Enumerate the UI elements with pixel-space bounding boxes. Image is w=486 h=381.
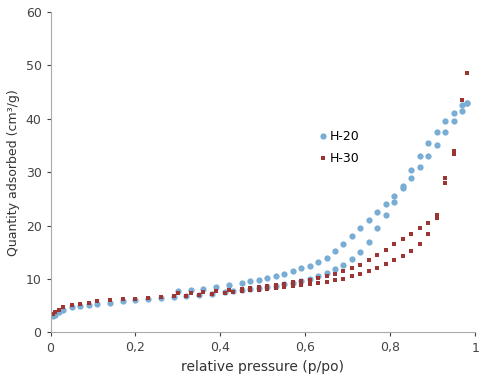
H-30	[383, 262, 389, 266]
H-20	[196, 293, 202, 297]
H-30	[86, 300, 92, 305]
H-20	[133, 298, 139, 303]
X-axis label: relative pressure (p/po): relative pressure (p/po)	[181, 360, 344, 374]
H-20	[171, 295, 176, 299]
H-20	[341, 263, 347, 267]
H-30	[247, 288, 253, 293]
H-20	[107, 300, 113, 305]
H-30	[434, 215, 440, 220]
H-30	[315, 280, 321, 285]
H-20	[50, 314, 55, 319]
H-20	[332, 267, 338, 272]
H-20	[383, 213, 389, 217]
H-30	[400, 254, 406, 258]
H-20	[247, 287, 253, 291]
H-30	[184, 293, 190, 298]
H-30	[158, 295, 164, 299]
H-30	[230, 290, 236, 295]
H-30	[256, 287, 261, 292]
H-20	[230, 289, 236, 294]
H-30	[281, 285, 287, 289]
H-30	[94, 299, 100, 304]
H-20	[366, 239, 372, 244]
H-30	[324, 279, 330, 284]
H-30	[77, 301, 83, 306]
H-20	[400, 183, 406, 188]
H-30	[264, 287, 270, 291]
H-30	[358, 271, 364, 276]
H-30	[307, 282, 312, 286]
H-30	[52, 310, 58, 314]
H-30	[341, 276, 347, 281]
H-20	[434, 130, 440, 134]
H-30	[298, 283, 304, 287]
H-20	[209, 292, 215, 296]
H-20	[256, 286, 261, 290]
H-30	[171, 294, 176, 298]
H-30	[239, 289, 244, 294]
H-20	[56, 310, 62, 314]
H-30	[107, 298, 113, 303]
H-20	[324, 271, 330, 275]
Line: H-20: H-20	[50, 100, 470, 320]
Line: H-30: H-30	[50, 71, 469, 316]
H-30	[375, 266, 381, 270]
H-20	[315, 274, 321, 279]
H-20	[375, 226, 381, 231]
Y-axis label: Quantity adsorbed (cm³/g): Quantity adsorbed (cm³/g)	[7, 89, 20, 256]
H-20	[273, 284, 278, 288]
H-20	[94, 301, 100, 306]
H-20	[86, 303, 92, 307]
H-30	[332, 278, 338, 282]
H-20	[442, 119, 448, 124]
H-20	[290, 280, 295, 285]
H-20	[222, 290, 227, 295]
H-30	[120, 297, 125, 302]
H-20	[184, 294, 190, 298]
H-20	[426, 141, 432, 145]
H-20	[60, 308, 66, 312]
H-20	[52, 312, 58, 317]
H-30	[273, 286, 278, 290]
H-30	[69, 303, 75, 307]
H-20	[298, 279, 304, 283]
H-30	[451, 151, 457, 156]
H-20	[349, 256, 355, 261]
H-20	[417, 154, 423, 158]
H-30	[442, 181, 448, 185]
H-20	[392, 199, 398, 204]
Legend: H-20, H-30: H-20, H-30	[320, 130, 360, 165]
H-30	[409, 249, 415, 254]
H-30	[464, 71, 469, 76]
H-30	[56, 307, 62, 312]
H-30	[222, 291, 227, 295]
H-20	[459, 103, 465, 108]
H-30	[366, 269, 372, 273]
H-20	[307, 277, 312, 281]
H-30	[209, 292, 215, 296]
H-20	[451, 111, 457, 116]
H-30	[290, 284, 295, 288]
H-20	[409, 167, 415, 172]
H-30	[459, 98, 465, 102]
H-20	[239, 288, 244, 293]
H-20	[77, 304, 83, 308]
H-20	[69, 305, 75, 310]
H-20	[120, 299, 125, 304]
H-30	[426, 231, 432, 236]
H-20	[264, 285, 270, 289]
H-30	[133, 296, 139, 301]
H-20	[358, 250, 364, 255]
H-20	[158, 296, 164, 301]
H-30	[349, 274, 355, 279]
H-30	[417, 242, 423, 247]
H-30	[196, 293, 202, 297]
H-20	[145, 297, 151, 302]
H-30	[392, 258, 398, 263]
H-30	[60, 305, 66, 310]
H-20	[464, 101, 469, 105]
H-30	[145, 295, 151, 300]
H-30	[50, 312, 55, 316]
H-20	[281, 282, 287, 287]
